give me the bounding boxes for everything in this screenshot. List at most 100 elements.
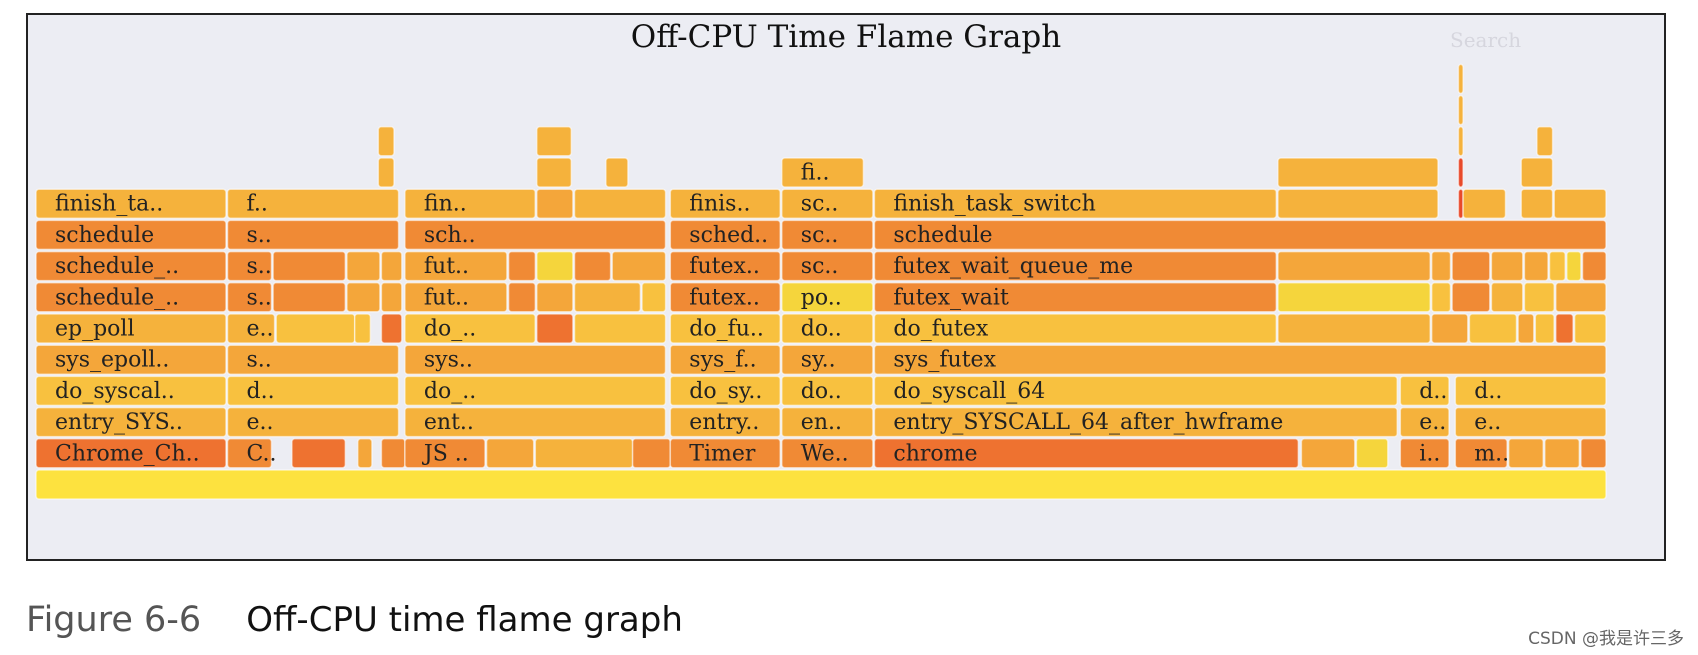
stack-frame-rect[interactable] xyxy=(404,344,667,375)
stack-frame-rect[interactable] xyxy=(404,188,536,219)
stack-frame-unlabeled[interactable] xyxy=(1523,282,1555,313)
stack-frame-rect[interactable] xyxy=(35,250,227,282)
stack-frame-unlabeled[interactable] xyxy=(1468,313,1518,344)
stack-frame-rect[interactable] xyxy=(1555,313,1574,344)
stack-frame-unlabeled[interactable] xyxy=(641,282,667,313)
stack-frame-unlabeled[interactable] xyxy=(1566,250,1582,282)
stack-frame-rect[interactable] xyxy=(1523,282,1555,313)
stack-frame-unlabeled[interactable] xyxy=(291,438,347,469)
stack-frame-rect[interactable] xyxy=(226,344,400,375)
stack-frame-unlabeled[interactable] xyxy=(1277,157,1439,188)
stack-frame-rect[interactable] xyxy=(353,313,372,344)
stack-frame[interactable]: e.. xyxy=(1399,406,1450,438)
stack-frame-rect[interactable] xyxy=(1462,188,1507,219)
stack-frame[interactable]: JS .. xyxy=(404,438,486,469)
stack-frame[interactable]: finis.. xyxy=(669,188,781,219)
stack-frame-unlabeled[interactable] xyxy=(1520,157,1554,188)
stack-frame-unlabeled[interactable] xyxy=(1534,313,1555,344)
stack-frame-rect[interactable] xyxy=(781,188,874,219)
stack-frame-unlabeled[interactable] xyxy=(346,250,381,282)
stack-frame-unlabeled[interactable] xyxy=(605,157,629,188)
stack-frame-unlabeled[interactable] xyxy=(1555,282,1607,313)
stack-frame-rect[interactable] xyxy=(346,282,381,313)
stack-frame-rect[interactable] xyxy=(1277,250,1431,282)
stack-frame-rect[interactable] xyxy=(291,438,347,469)
stack-frame-unlabeled[interactable] xyxy=(380,250,403,282)
stack-frame-unlabeled[interactable] xyxy=(1490,282,1524,313)
stack-frame-rect[interactable] xyxy=(669,438,781,469)
stack-frame[interactable]: C.. xyxy=(226,438,277,469)
stack-frame[interactable]: d.. xyxy=(1454,375,1607,407)
stack-frame-rect[interactable] xyxy=(35,406,227,438)
stack-frame-unlabeled[interactable] xyxy=(631,438,672,469)
stack-frame[interactable]: ent.. xyxy=(404,406,667,438)
stack-frame-rect[interactable] xyxy=(1507,438,1544,469)
stack-frame[interactable]: e.. xyxy=(226,313,276,344)
stack-frame-unlabeled[interactable] xyxy=(573,250,612,282)
stack-frame-rect[interactable] xyxy=(275,313,356,344)
stack-frame-rect[interactable] xyxy=(272,282,347,313)
stack-frame-rect[interactable] xyxy=(781,250,874,282)
stack-frame-rect[interactable] xyxy=(1544,438,1581,469)
stack-frame-unlabeled[interactable] xyxy=(573,282,642,313)
stack-frame-rect[interactable] xyxy=(1454,375,1607,407)
stack-frame-rect[interactable] xyxy=(404,250,508,282)
stack-frame-unlabeled[interactable] xyxy=(1457,126,1464,157)
stack-frame-unlabeled[interactable] xyxy=(1573,313,1607,344)
stack-frame-unlabeled[interactable] xyxy=(1355,438,1389,469)
stack-frame[interactable]: sched.. xyxy=(669,219,781,251)
stack-frame-rect[interactable] xyxy=(1454,438,1508,469)
stack-frame-rect[interactable] xyxy=(1454,406,1607,438)
stack-frame-unlabeled[interactable] xyxy=(536,250,574,282)
stack-frame-rect[interactable] xyxy=(404,313,536,344)
stack-frame[interactable]: sys_epoll.. xyxy=(35,344,227,375)
stack-frame-rect[interactable] xyxy=(1490,282,1524,313)
stack-frame[interactable]: do_.. xyxy=(404,375,667,407)
search-button[interactable]: Search xyxy=(1450,28,1521,52)
stack-frame-rect[interactable] xyxy=(377,126,395,157)
stack-frame-rect[interactable] xyxy=(1430,313,1469,344)
stack-frame-rect[interactable] xyxy=(536,157,573,188)
stack-frame[interactable]: futex_wait_queue_me xyxy=(873,250,1278,282)
stack-frame-rect[interactable] xyxy=(781,313,874,344)
stack-frame[interactable]: do_sy.. xyxy=(669,375,781,407)
stack-frame[interactable]: d.. xyxy=(1399,375,1450,407)
stack-frame-rect[interactable] xyxy=(1399,406,1450,438)
stack-frame-rect[interactable] xyxy=(873,250,1278,282)
stack-frame-rect[interactable] xyxy=(781,344,874,375)
stack-frame-unlabeled[interactable] xyxy=(485,438,535,469)
stack-frame-rect[interactable] xyxy=(1536,126,1554,157)
stack-frame-unlabeled[interactable] xyxy=(507,282,537,313)
stack-frame-unlabeled[interactable] xyxy=(1462,188,1507,219)
stack-frame-unlabeled[interactable] xyxy=(1553,188,1607,219)
stack-frame[interactable]: do_.. xyxy=(404,313,536,344)
stack-frame-rect[interactable] xyxy=(873,344,1607,375)
stack-frame-unlabeled[interactable] xyxy=(1457,63,1464,95)
stack-frame-unlabeled[interactable] xyxy=(1536,126,1554,157)
stack-frame-rect[interactable] xyxy=(781,282,874,313)
stack-frame-rect[interactable] xyxy=(873,282,1278,313)
stack-frame-rect[interactable] xyxy=(35,344,227,375)
stack-frame-rect[interactable] xyxy=(536,313,574,344)
stack-frame[interactable]: schedule xyxy=(873,219,1607,251)
stack-frame-unlabeled[interactable] xyxy=(536,188,574,219)
stack-frame[interactable]: We.. xyxy=(781,438,874,469)
stack-frame[interactable]: Timer xyxy=(669,438,781,469)
stack-frame[interactable]: schedule_.. xyxy=(35,250,227,282)
stack-frame-rect[interactable] xyxy=(631,438,672,469)
stack-frame-unlabeled[interactable] xyxy=(1430,282,1452,313)
stack-frame-unlabeled[interactable] xyxy=(1507,438,1544,469)
stack-frame[interactable]: schedule xyxy=(35,219,227,251)
stack-frame-rect[interactable] xyxy=(1581,250,1607,282)
stack-frame-unlabeled[interactable] xyxy=(1520,188,1554,219)
stack-frame-rect[interactable] xyxy=(357,438,373,469)
stack-frame[interactable]: fut.. xyxy=(404,282,508,313)
stack-frame-rect[interactable] xyxy=(226,219,400,251)
stack-frame-unlabeled[interactable] xyxy=(377,126,395,157)
stack-frame-unlabeled[interactable] xyxy=(35,469,1607,500)
stack-frame-rect[interactable] xyxy=(669,375,781,407)
stack-frame-rect[interactable] xyxy=(781,219,874,251)
stack-frame-rect[interactable] xyxy=(1277,188,1439,219)
stack-frame-rect[interactable] xyxy=(1355,438,1389,469)
stack-frame-rect[interactable] xyxy=(35,375,227,407)
